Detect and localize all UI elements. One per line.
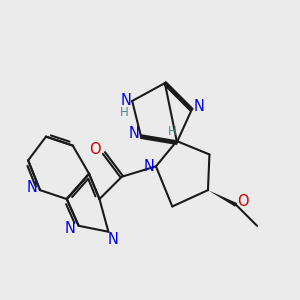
Text: N: N xyxy=(144,159,155,174)
Text: O: O xyxy=(89,142,101,158)
Text: N: N xyxy=(26,180,37,195)
Polygon shape xyxy=(208,190,237,207)
Text: N: N xyxy=(120,94,131,109)
Text: O: O xyxy=(237,194,248,209)
Text: H: H xyxy=(120,106,129,119)
Text: N: N xyxy=(129,126,140,141)
Text: N: N xyxy=(107,232,118,247)
Text: N: N xyxy=(194,99,205,114)
Text: H: H xyxy=(168,125,177,138)
Text: N: N xyxy=(65,221,76,236)
